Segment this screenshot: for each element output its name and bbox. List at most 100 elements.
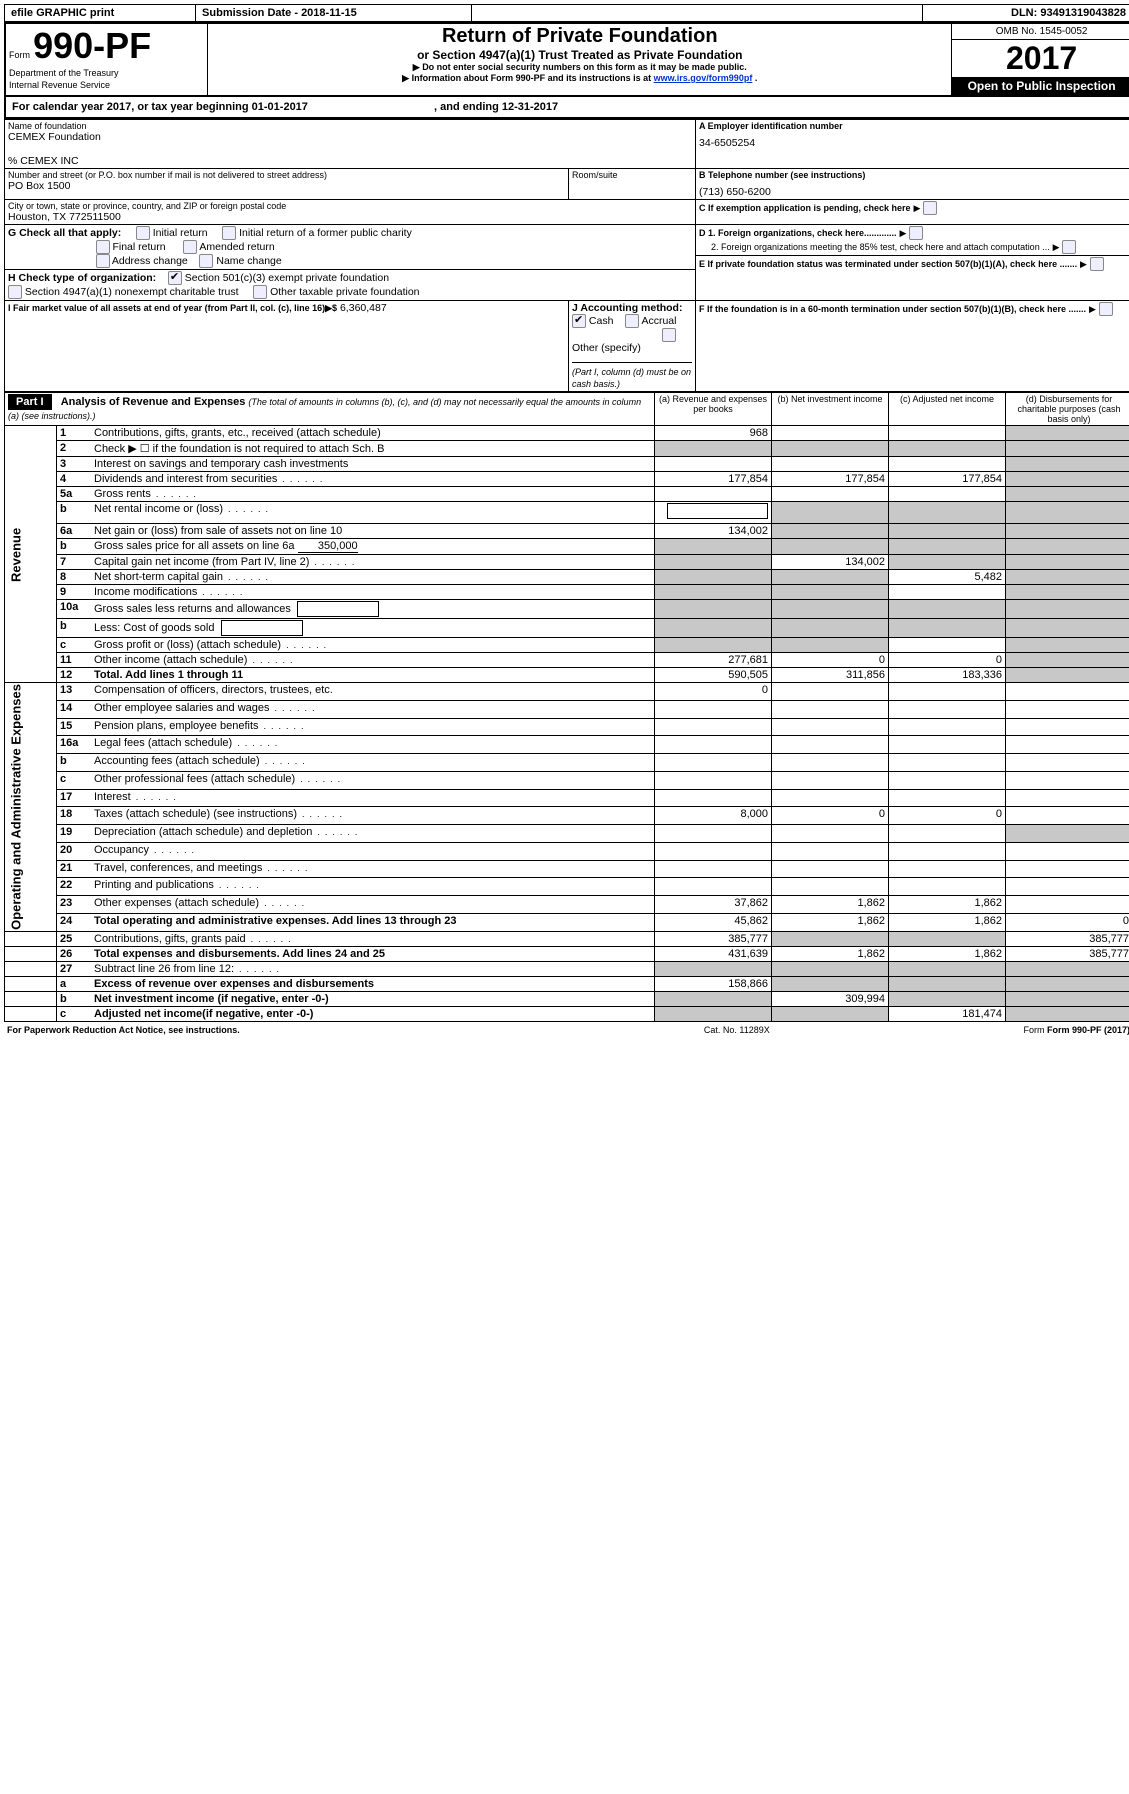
instructions-link[interactable]: www.irs.gov/form990pf <box>654 73 753 83</box>
j-cash-checkbox[interactable] <box>572 314 586 328</box>
e-checkbox[interactable] <box>1090 257 1104 271</box>
cell-b <box>772 619 889 638</box>
cell-c <box>889 683 1006 701</box>
cell-b <box>772 878 889 896</box>
cell-d <box>1006 555 1129 570</box>
arrow-icon <box>1053 241 1060 253</box>
line-number: b <box>57 991 92 1006</box>
final-return-checkbox[interactable] <box>96 240 110 254</box>
cell-c <box>889 976 1006 991</box>
j-accrual-checkbox[interactable] <box>625 314 639 328</box>
cell-b <box>772 524 889 539</box>
tel-value: (713) 650-6200 <box>699 180 1129 198</box>
cell-d: 0 <box>1006 913 1129 931</box>
cell-c: 0 <box>889 653 1006 668</box>
cell-c: 1,862 <box>889 896 1006 914</box>
cell-b <box>772 842 889 860</box>
h-opt2: Section 4947(a)(1) nonexempt charitable … <box>25 286 239 298</box>
cell-d <box>1006 825 1129 843</box>
j-other: Other (specify) <box>572 342 641 354</box>
cell-b <box>772 961 889 976</box>
cell-c <box>889 524 1006 539</box>
cell-c <box>889 771 1006 789</box>
cell-b: 311,856 <box>772 668 889 683</box>
cell-c: 5,482 <box>889 570 1006 585</box>
line-number: 25 <box>57 931 92 946</box>
amended-return-checkbox[interactable] <box>183 240 197 254</box>
tel-label: B Telephone number (see instructions) <box>699 170 1129 180</box>
cell-b <box>772 825 889 843</box>
cell-c <box>889 931 1006 946</box>
row-label: Interest on savings and temporary cash i… <box>91 457 655 472</box>
d2-checkbox[interactable] <box>1062 240 1076 254</box>
h-4947-checkbox[interactable] <box>8 285 22 299</box>
row-label: Gross sales less returns and allowances <box>91 600 655 619</box>
row-label: Total. Add lines 1 through 11 <box>91 668 655 683</box>
line-number: 23 <box>57 896 92 914</box>
paperwork-notice: For Paperwork Reduction Act Notice, see … <box>4 1024 641 1036</box>
h-501c3-checkbox[interactable] <box>168 271 182 285</box>
initial-return-former-checkbox[interactable] <box>222 226 236 240</box>
address-change-checkbox[interactable] <box>96 254 110 268</box>
cell-b <box>772 736 889 754</box>
cell-b <box>772 441 889 457</box>
cell-c: 181,474 <box>889 1006 1006 1021</box>
cell-a <box>655 502 772 524</box>
row-label: Occupancy . . . . . . <box>91 842 655 860</box>
form-footer: Form Form 990-PF (2017) <box>833 1024 1129 1036</box>
c-checkbox[interactable] <box>923 201 937 215</box>
cell-d: 385,777 <box>1006 946 1129 961</box>
form-header: Form 990-PF Department of the Treasury I… <box>4 22 1129 97</box>
row-label: Gross profit or (loss) (attach schedule)… <box>91 638 655 653</box>
cell-b: 1,862 <box>772 946 889 961</box>
cell-b <box>772 638 889 653</box>
line-number: 26 <box>57 946 92 961</box>
cell-c <box>889 718 1006 736</box>
part1-table: Part I Analysis of Revenue and Expenses … <box>4 392 1129 1022</box>
row-label: Gross sales price for all assets on line… <box>91 539 655 555</box>
h-opt1: Section 501(c)(3) exempt private foundat… <box>185 272 389 284</box>
col-c-header: (c) Adjusted net income <box>889 393 1006 426</box>
cell-a <box>655 991 772 1006</box>
row-label: Interest . . . . . . <box>91 789 655 807</box>
line-number: 10a <box>57 600 92 619</box>
cell-a: 37,862 <box>655 896 772 914</box>
cell-c <box>889 789 1006 807</box>
part1-label: Part I <box>8 394 52 410</box>
g-opt-3: Amended return <box>199 241 274 253</box>
line-number: 13 <box>57 683 92 701</box>
cell-a: 134,002 <box>655 524 772 539</box>
calendar-year-begin: For calendar year 2017, or tax year begi… <box>12 101 308 113</box>
cell-a <box>655 600 772 619</box>
line-number: 9 <box>57 585 92 600</box>
row-label: Contributions, gifts, grants paid . . . … <box>91 931 655 946</box>
row-label: Other employee salaries and wages . . . … <box>91 700 655 718</box>
cell-a: 158,866 <box>655 976 772 991</box>
cell-d <box>1006 600 1129 619</box>
cell-d <box>1006 539 1129 555</box>
d1-checkbox[interactable] <box>909 226 923 240</box>
open-to-public: Open to Public Inspection <box>952 77 1129 95</box>
col-d-header: (d) Disbursements for charitable purpose… <box>1006 393 1129 426</box>
h-other-checkbox[interactable] <box>253 285 267 299</box>
cell-d <box>1006 619 1129 638</box>
j-other-checkbox[interactable] <box>662 328 676 342</box>
row-label: Net investment income (if negative, ente… <box>91 991 655 1006</box>
cell-a <box>655 555 772 570</box>
street-value: PO Box 1500 <box>8 180 565 192</box>
omb-number: OMB No. 1545-0052 <box>952 24 1129 40</box>
f-checkbox[interactable] <box>1099 302 1113 316</box>
line-number: 12 <box>57 668 92 683</box>
cell-c: 0 <box>889 807 1006 825</box>
cell-d <box>1006 638 1129 653</box>
name-label: Name of foundation <box>8 121 692 131</box>
name-change-checkbox[interactable] <box>199 254 213 268</box>
cell-d <box>1006 457 1129 472</box>
row-label: Other professional fees (attach schedule… <box>91 771 655 789</box>
line-number: 24 <box>57 913 92 931</box>
line-number: 18 <box>57 807 92 825</box>
cell-c <box>889 487 1006 502</box>
initial-return-checkbox[interactable] <box>136 226 150 240</box>
row-label: Subtract line 26 from line 12: . . . . .… <box>91 961 655 976</box>
line-number: 1 <box>57 426 92 441</box>
